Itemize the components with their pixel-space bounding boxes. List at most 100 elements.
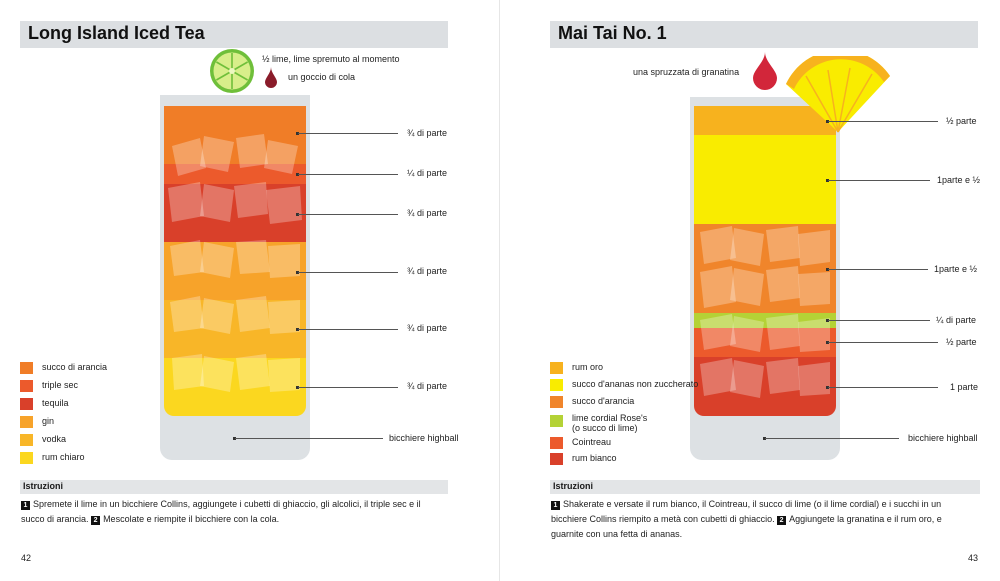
step-number-badge: 2: [777, 516, 787, 525]
legend-label: vodka: [42, 434, 67, 444]
leader-dot: [826, 386, 829, 389]
leader-dot: [763, 437, 766, 440]
leader-line: [828, 342, 938, 343]
title-bar: Long Island Iced Tea: [20, 21, 448, 48]
measure-label: ½ parte: [946, 116, 977, 126]
leader-dot: [296, 386, 299, 389]
leader-dot: [826, 341, 829, 344]
leader-dot: [296, 328, 299, 331]
instructions-text: 1 Spremete il lime in un bicchiere Collin…: [21, 497, 441, 527]
instructions-text: 1 Shakerate e versate il rum bianco, il C…: [551, 497, 976, 542]
leader-dot: [826, 179, 829, 182]
measure-label: 1parte e ½: [934, 264, 978, 274]
layer-cointreau: [694, 328, 836, 357]
layer-orange-juice: [164, 106, 306, 164]
instructions-heading: Istruzioni: [553, 481, 593, 491]
measure-label: ¾ di parte: [407, 208, 448, 218]
legend-swatch: [20, 416, 33, 428]
layer-vodka: [164, 300, 306, 358]
layer-tequila: [164, 184, 306, 242]
leader-dot: [826, 268, 829, 271]
step-text: Aggiungete la granatina e il rum oro, e …: [551, 514, 942, 539]
legend-label: lime cordial Rose's: [572, 413, 648, 423]
leader-line: [298, 133, 398, 134]
leader-line: [298, 214, 398, 215]
layer-pineapple-juice: [694, 135, 836, 224]
right-page: Mai Tai No. 1 una spruzzata di granatina: [500, 0, 1000, 581]
legend-label: succo di arancia: [42, 362, 108, 372]
step-number-badge: 2: [91, 516, 101, 525]
drink-layers: [694, 106, 836, 416]
cola-drop-icon: [265, 67, 277, 88]
measure-label: ¼ di parte: [407, 168, 448, 178]
ice-cubes: [700, 226, 830, 398]
legend-swatch: [550, 362, 563, 374]
leader-line: [298, 329, 398, 330]
measure-label: ¾ di parte: [407, 266, 448, 276]
leader-line: [828, 387, 938, 388]
legend-label: rum bianco: [572, 453, 617, 463]
legend-label: succo d'ananas non zuccherato: [572, 379, 699, 389]
layer-gin: [164, 242, 306, 300]
ice-cubes: [168, 134, 302, 392]
legend-swatch: [550, 453, 563, 465]
legend-swatch: [20, 452, 33, 464]
recipe-title: Long Island Iced Tea: [28, 23, 205, 43]
instructions-heading: Istruzioni: [23, 481, 63, 491]
grenadine-drop-icon: [753, 52, 777, 90]
legend-label: gin: [42, 416, 55, 426]
leader-dot: [296, 173, 299, 176]
layer-white-rum: [694, 357, 836, 416]
measure-label: ½ parte: [946, 337, 977, 347]
legend-label: succo d'arancia: [572, 396, 635, 406]
measure-label: 1parte e ½: [937, 175, 981, 185]
layer-light-rum: [164, 358, 306, 416]
step-text: Mescolate e riempite il bicchiere con la…: [103, 514, 280, 524]
page-number: 43: [968, 553, 979, 563]
leader-line: [828, 320, 930, 321]
glass-label: bicchiere highball: [389, 433, 459, 443]
pineapple-wedge-icon: [786, 56, 890, 133]
layer-triple-sec: [164, 164, 306, 184]
measure-label: ¼ di parte: [936, 315, 977, 325]
lime-slice-icon: [210, 49, 254, 93]
garnish-grenadine-text: una spruzzata di granatina: [633, 67, 740, 77]
step-number-badge: 1: [21, 501, 30, 510]
leader-dot: [233, 437, 236, 440]
legend-swatch: [550, 379, 563, 391]
layer-orange-juice: [694, 224, 836, 313]
leader-line: [828, 269, 928, 270]
legend-swatch: [20, 380, 33, 392]
legend-swatch: [20, 434, 33, 446]
legend-swatch: [550, 437, 563, 449]
leader-dot: [826, 120, 829, 123]
legend-label: rum chiaro: [42, 452, 85, 462]
leader-line: [765, 438, 899, 439]
legend-label: tequila: [42, 398, 69, 408]
step-text: Spremete il lime in un bicchiere Collins…: [21, 499, 421, 524]
layer-lime-cordial: [694, 313, 836, 328]
legend-label: Cointreau: [572, 437, 612, 447]
legend-label-line2: (o succo di lime): [572, 423, 638, 433]
step-text: Shakerate e versate il rum bianco, il Co…: [551, 499, 942, 524]
garnish-lime-text: ½ lime, lime spremuto al momento: [262, 54, 400, 64]
measure-label: ¾ di parte: [407, 323, 448, 333]
leader-line: [298, 174, 398, 175]
legend-swatch: [550, 396, 563, 408]
title-bar: Mai Tai No. 1: [550, 21, 978, 48]
legend-label: rum oro: [572, 362, 604, 372]
legend-swatch: [550, 415, 563, 427]
leader-line: [828, 121, 938, 122]
measure-label: ¾ di parte: [407, 128, 448, 138]
leader-line: [298, 272, 398, 273]
drink-layers: [164, 106, 306, 416]
left-page: Long Island Iced Tea ½ lime, lime spremu…: [20, 21, 459, 563]
recipe-title: Mai Tai No. 1: [558, 23, 667, 43]
garnish-cola-text: un goccio di cola: [288, 72, 356, 82]
leader-dot: [296, 271, 299, 274]
leader-line: [235, 438, 383, 439]
leader-dot: [826, 319, 829, 322]
glass-label: bicchiere highball: [908, 433, 978, 443]
instructions-header: Istruzioni: [550, 480, 980, 494]
legend-swatch: [20, 362, 33, 374]
